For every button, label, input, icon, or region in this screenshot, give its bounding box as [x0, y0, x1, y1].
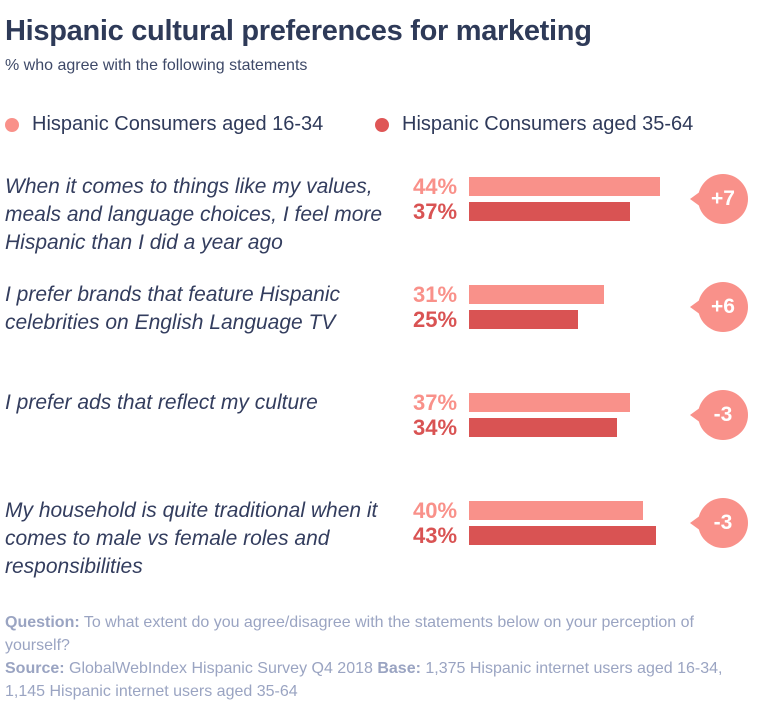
bar-35-64 [469, 202, 630, 221]
question-label: Question: [5, 614, 80, 631]
value-label-35-64: 43% [413, 522, 458, 548]
diff-badge-cell: +6 [685, 282, 768, 332]
diff-badge: +6 [698, 282, 748, 332]
chart-row-household-traditional: My household is quite traditional when i… [5, 498, 760, 609]
value-label-16-34: 40% [413, 497, 458, 523]
chart-row-values-language: When it comes to things like my values, … [5, 174, 760, 285]
bar-35-64 [469, 310, 578, 329]
bar-16-34 [469, 393, 630, 412]
statement-text: When it comes to things like my values, … [5, 175, 383, 254]
legend-label-35-64: Hispanic Consumers aged 35-64 [402, 113, 694, 135]
footer-notes: Question: To what extent do you agree/di… [5, 611, 759, 703]
source-label: Source: [5, 660, 65, 677]
statement-text: I prefer brands that feature Hispanic ce… [5, 283, 341, 334]
legend-dot-35-64-icon [375, 117, 389, 132]
legend: Hispanic Consumers aged 16-34 Hispanic C… [5, 113, 760, 136]
bar-35-64 [469, 418, 617, 437]
legend-label-16-34: Hispanic Consumers aged 16-34 [32, 113, 324, 135]
bar-line-16-34: 37% [413, 390, 685, 415]
bar-line-16-34: 44% [413, 174, 685, 199]
bar-16-34 [469, 285, 604, 304]
bar-line-16-34: 40% [413, 498, 685, 523]
bar-line-35-64: 37% [413, 199, 685, 224]
bar-group: 44% 37% [413, 174, 685, 224]
question-text: To what extent do you agree/disagree wit… [5, 614, 694, 654]
value-label-35-64: 34% [413, 414, 458, 440]
diff-badge-cell: -3 [685, 498, 768, 548]
source-text: GlobalWebIndex Hispanic Survey Q4 2018 [64, 660, 378, 677]
page-title: Hispanic cultural preferences for market… [5, 15, 592, 47]
bar-35-64 [469, 526, 656, 545]
diff-badge: -3 [698, 390, 748, 440]
legend-item-aged-35-64: Hispanic Consumers aged 35-64 [375, 113, 693, 136]
diff-badge: +7 [698, 174, 748, 224]
chart-subtitle: % who agree with the following statement… [5, 57, 308, 74]
chart-row-brands-celebrities: I prefer brands that feature Hispanic ce… [5, 282, 760, 393]
statement-text: I prefer ads that reflect my culture [5, 391, 318, 414]
diff-badge: -3 [698, 498, 748, 548]
bar-group: 37% 34% [413, 390, 685, 440]
bar-line-16-34: 31% [413, 282, 685, 307]
value-label-16-34: 31% [413, 281, 458, 307]
footer-question-line: Question: To what extent do you agree/di… [5, 611, 759, 657]
value-label-35-64: 25% [413, 306, 458, 332]
legend-dot-16-34-icon [5, 117, 19, 132]
chart-rows: When it comes to things like my values, … [5, 174, 760, 609]
bar-line-35-64: 43% [413, 523, 685, 548]
bar-group: 31% 25% [413, 282, 685, 332]
bar-16-34 [469, 501, 643, 520]
bar-line-35-64: 25% [413, 307, 685, 332]
chart-row-ads-culture: I prefer ads that reflect my culture 37%… [5, 390, 760, 501]
value-label-16-34: 44% [413, 173, 458, 199]
value-label-16-34: 37% [413, 389, 458, 415]
bar-line-35-64: 34% [413, 415, 685, 440]
value-label-35-64: 37% [413, 198, 458, 224]
diff-badge-cell: +7 [685, 174, 768, 224]
legend-item-aged-16-34: Hispanic Consumers aged 16-34 [5, 113, 375, 136]
statement-text: My household is quite traditional when i… [5, 499, 378, 578]
bar-16-34 [469, 177, 660, 196]
base-label: Base: [377, 660, 421, 677]
diff-badge-cell: -3 [685, 390, 768, 440]
bar-group: 40% 43% [413, 498, 685, 548]
footer-source-base-line: Source: GlobalWebIndex Hispanic Survey Q… [5, 657, 759, 703]
